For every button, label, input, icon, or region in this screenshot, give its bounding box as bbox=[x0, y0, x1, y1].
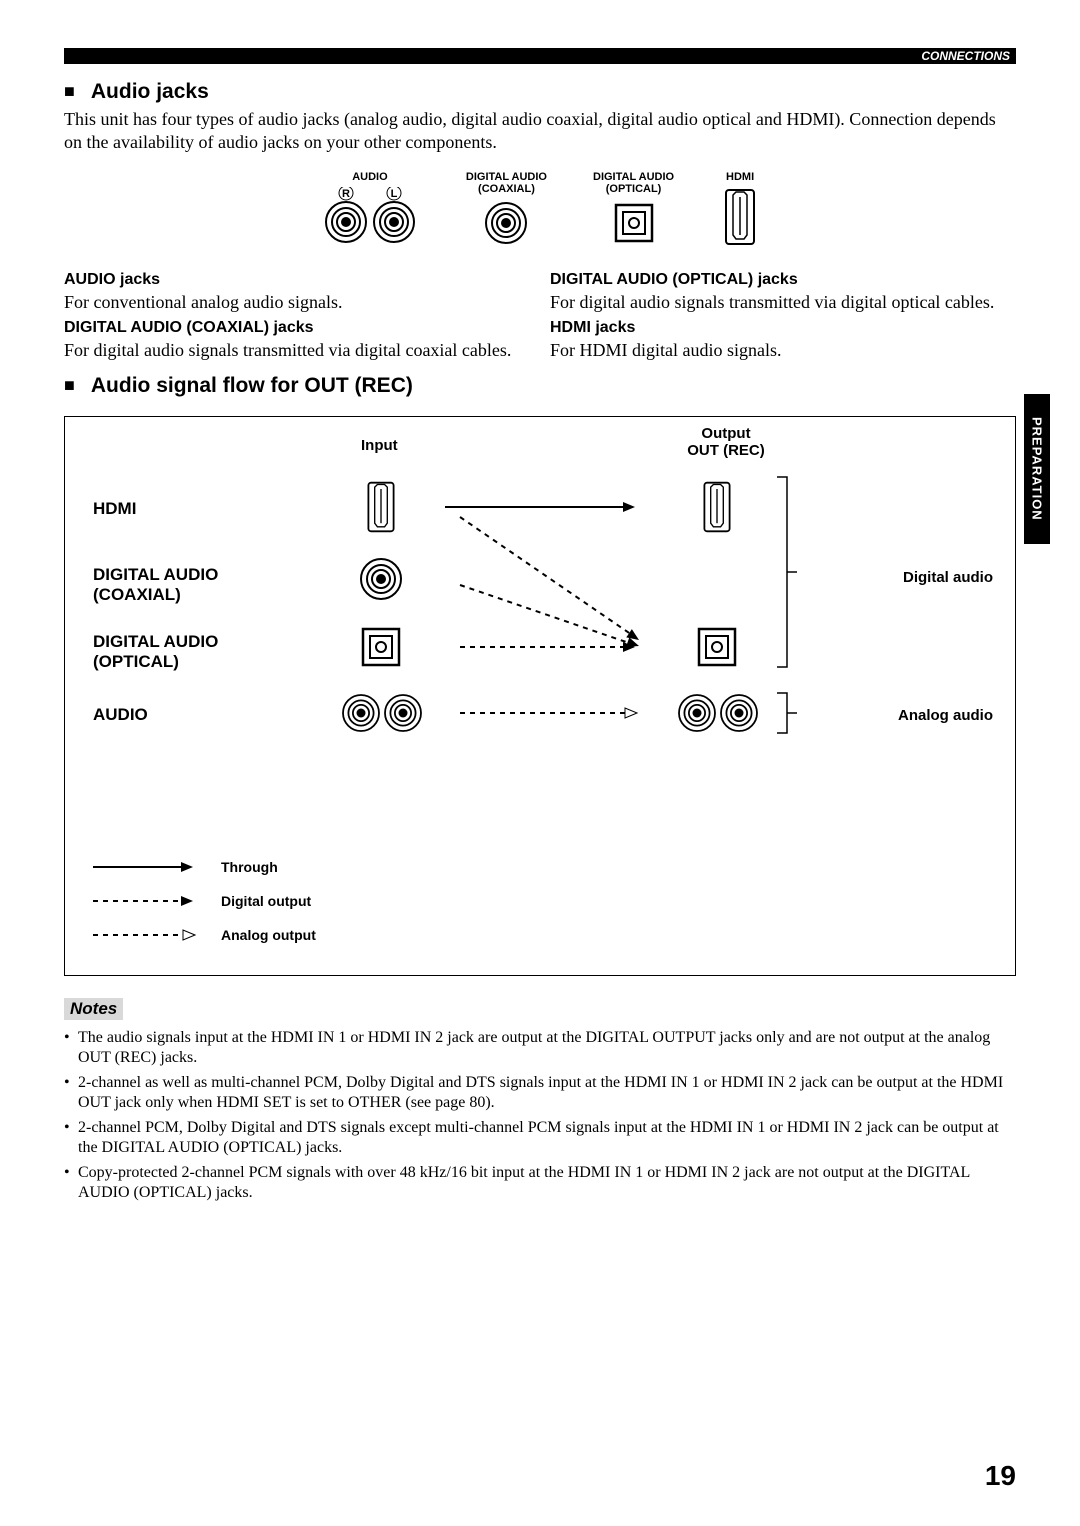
note-item: 2-channel as well as multi-channel PCM, … bbox=[64, 1073, 1016, 1114]
side-tab-label: PREPARATION bbox=[1030, 417, 1045, 521]
document-page: CONNECTIONS PREPARATION Audio jacks This… bbox=[0, 0, 1080, 1526]
header-strip-label: CONNECTIONS bbox=[921, 49, 1010, 63]
jack-coax-label: DIGITAL AUDIO (COAXIAL) bbox=[466, 171, 547, 195]
flow-svg bbox=[65, 457, 975, 787]
coax-jacks-title: DIGITAL AUDIO (COAXIAL) jacks bbox=[64, 319, 530, 337]
jack-opt-col: DIGITAL AUDIO (OPTICAL) bbox=[593, 171, 674, 247]
svg-text:R: R bbox=[342, 188, 350, 200]
coax-jacks-desc: For digital audio signals transmitted vi… bbox=[64, 339, 530, 362]
notes-list: The audio signals input at the HDMI IN 1… bbox=[64, 1028, 1016, 1204]
svg-text:L: L bbox=[391, 188, 398, 200]
hdmi-jacks-title: HDMI jacks bbox=[550, 319, 1016, 337]
jack-audio-label: AUDIO bbox=[352, 171, 387, 183]
note-item: Copy-protected 2-channel PCM signals wit… bbox=[64, 1163, 1016, 1204]
jack-opt-label: DIGITAL AUDIO (OPTICAL) bbox=[593, 171, 674, 195]
jack-icons-row: AUDIO R L DIGITAL AUDIO (COAXIAL) DIGITA… bbox=[64, 171, 1016, 247]
rca-pair-icon: R L bbox=[320, 187, 420, 243]
heading-flow: Audio signal flow for OUT (REC) bbox=[64, 374, 1016, 398]
page-number: 19 bbox=[985, 1460, 1016, 1492]
note-item: 2-channel PCM, Dolby Digital and DTS sig… bbox=[64, 1118, 1016, 1159]
notes-heading: Notes bbox=[64, 998, 123, 1020]
note-item: The audio signals input at the HDMI IN 1… bbox=[64, 1028, 1016, 1069]
flow-diagram: Input Output OUT (REC) HDMI DIGITAL AUDI… bbox=[64, 416, 1016, 976]
jack-hdmi-label: HDMI bbox=[726, 171, 754, 183]
jack-descriptions: AUDIO jacks For conventional analog audi… bbox=[64, 265, 1016, 362]
rca-coax-icon bbox=[478, 199, 534, 247]
audio-jacks-desc: For conventional analog audio signals. bbox=[64, 291, 530, 314]
header-strip: CONNECTIONS bbox=[64, 48, 1016, 64]
jack-coax-col: DIGITAL AUDIO (COAXIAL) bbox=[466, 171, 547, 247]
legend-through: Through bbox=[93, 859, 316, 875]
side-tab: PREPARATION bbox=[1024, 394, 1050, 544]
col-output-header: Output OUT (REC) bbox=[681, 425, 771, 459]
opt-jacks-desc: For digital audio signals transmitted vi… bbox=[550, 291, 1016, 314]
legend-digital-output: Digital output bbox=[93, 893, 316, 909]
legend: Through Digital output Analog output bbox=[93, 851, 316, 961]
audio-jacks-title: AUDIO jacks bbox=[64, 271, 530, 289]
optical-icon bbox=[610, 199, 658, 247]
opt-jacks-title: DIGITAL AUDIO (OPTICAL) jacks bbox=[550, 271, 1016, 289]
heading-audio-jacks: Audio jacks bbox=[64, 80, 1016, 104]
hdmi-icon bbox=[720, 187, 760, 247]
hdmi-jacks-desc: For HDMI digital audio signals. bbox=[550, 339, 1016, 362]
jack-hdmi-col: HDMI bbox=[720, 171, 760, 247]
out-digital-label: Digital audio bbox=[903, 569, 993, 586]
col-input-header: Input bbox=[361, 437, 398, 454]
jack-audio-col: AUDIO R L bbox=[320, 171, 420, 243]
out-analog-label: Analog audio bbox=[898, 707, 993, 724]
legend-analog-output: Analog output bbox=[93, 927, 316, 943]
intro-text: This unit has four types of audio jacks … bbox=[64, 108, 1016, 155]
